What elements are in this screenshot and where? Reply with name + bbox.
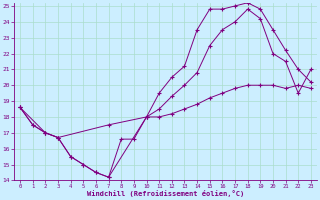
X-axis label: Windchill (Refroidissement éolien,°C): Windchill (Refroidissement éolien,°C) xyxy=(87,190,244,197)
